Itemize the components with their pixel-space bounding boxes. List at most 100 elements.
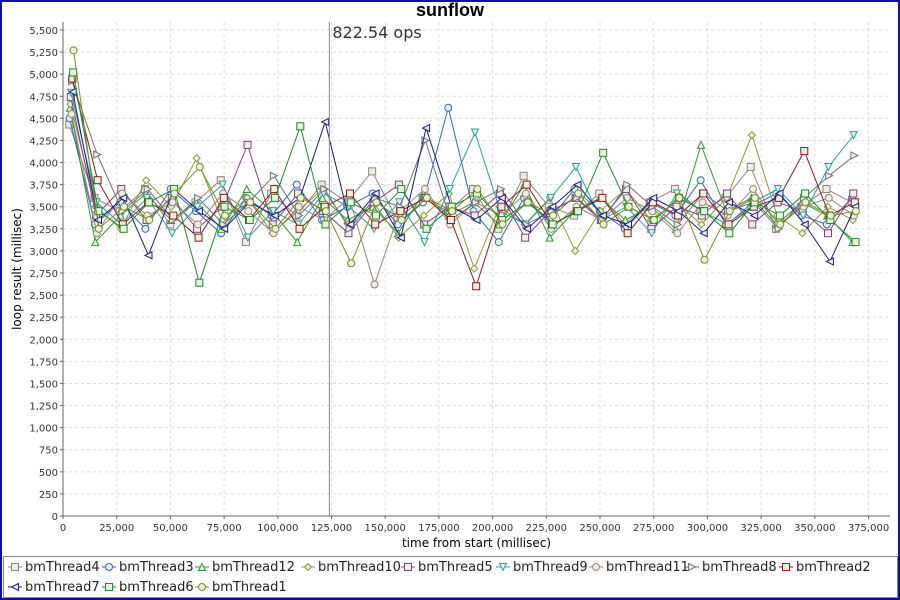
data-point (750, 193, 759, 202)
data-point (270, 211, 279, 220)
data-point (700, 207, 709, 216)
y-tick-label: 4,000 (29, 159, 58, 170)
data-point (599, 220, 608, 229)
data-point (497, 202, 506, 211)
data-point (292, 180, 301, 189)
legend-label: bmThread5 (418, 560, 493, 575)
data-point (292, 237, 302, 247)
data-point (118, 193, 128, 203)
y-tick-label: 2,750 (29, 269, 58, 280)
data-point (599, 148, 608, 157)
data-point (143, 251, 153, 260)
data-point (245, 215, 254, 224)
data-point (219, 224, 229, 234)
data-point (699, 189, 708, 198)
data-point (571, 162, 581, 172)
data-point (650, 215, 659, 224)
data-point (849, 189, 858, 198)
data-point (397, 215, 406, 224)
data-point (700, 255, 709, 264)
data-point (850, 151, 860, 160)
legend-marker-icon (589, 563, 603, 571)
y-tick-label: 250 (39, 490, 58, 501)
y-tick-label: 4,500 (29, 114, 58, 125)
data-point (421, 123, 431, 133)
legend-marker-icon (8, 563, 22, 571)
legend-marker-icon (195, 583, 209, 591)
data-point (219, 220, 229, 229)
y-tick-label: 5,000 (29, 70, 58, 81)
x-tick-label: 300,000 (687, 523, 728, 534)
legend-label: bmThread4 (25, 560, 100, 575)
data-point (194, 193, 203, 203)
data-point (345, 224, 355, 234)
y-tick-label: 4,250 (29, 136, 58, 147)
data-point (69, 46, 78, 55)
data-point (195, 278, 204, 287)
data-point (372, 211, 381, 220)
legend-item: bmThread8 (685, 560, 777, 575)
y-axis-label: loop result (millisec) (10, 208, 24, 330)
data-point (698, 198, 707, 207)
data-point (825, 257, 834, 266)
data-point (67, 109, 76, 118)
series-bmThread1 (69, 46, 860, 268)
data-point (93, 150, 102, 159)
x-tick-label: 150,000 (365, 523, 406, 534)
data-point (801, 198, 810, 207)
data-point (774, 189, 784, 198)
data-point (142, 193, 152, 203)
data-point (571, 246, 580, 256)
data-point (346, 198, 355, 207)
data-point (320, 184, 329, 194)
data-point (545, 233, 554, 242)
data-point (219, 193, 228, 202)
data-point (271, 224, 280, 233)
series-line (71, 113, 855, 287)
data-point (294, 202, 303, 211)
x-tick-label: 225,000 (526, 523, 567, 534)
y-tick-label: 2,250 (29, 313, 58, 324)
data-point (145, 215, 154, 224)
data-point (246, 198, 255, 207)
legend-marker (10, 582, 19, 592)
legend-marker-icon (496, 563, 510, 572)
legend-marker (498, 563, 508, 572)
data-point (94, 207, 103, 216)
data-point (295, 224, 304, 233)
data-point (372, 198, 381, 207)
data-point (119, 224, 128, 233)
series-line (71, 78, 856, 288)
data-point (825, 171, 834, 181)
data-point (194, 233, 203, 242)
legend: bmThread4 bmThread3 bmThread12 bmThread10 bm… (3, 556, 898, 598)
legend-marker-icon (401, 563, 415, 571)
x-tick-label: 350,000 (794, 523, 835, 534)
data-point (396, 233, 405, 242)
y-tick-label: 0 (52, 512, 58, 523)
data-point (696, 176, 705, 185)
data-point (522, 180, 531, 189)
y-tick-label: 1,500 (29, 379, 58, 390)
data-point (851, 238, 860, 247)
legend-item: bmThread5 (401, 560, 493, 575)
data-point (623, 220, 633, 229)
data-point (824, 193, 833, 202)
legend-label: bmThread8 (702, 560, 777, 575)
data-point (521, 233, 530, 242)
data-point (473, 185, 482, 194)
legend-label: bmThread1 (212, 580, 287, 595)
data-point (143, 184, 153, 194)
data-point (470, 264, 479, 273)
data-point (748, 220, 757, 229)
data-point (445, 185, 455, 194)
legend-label: bmThread3 (119, 560, 194, 575)
data-point (243, 140, 252, 149)
legend-marker (105, 583, 113, 591)
legend-marker-icon (102, 583, 116, 591)
data-point (90, 237, 100, 247)
legend-label: bmThread7 (25, 580, 100, 595)
data-point (725, 207, 734, 216)
legend-marker-icon (779, 563, 793, 571)
x-tick-label: 275,000 (633, 523, 674, 534)
